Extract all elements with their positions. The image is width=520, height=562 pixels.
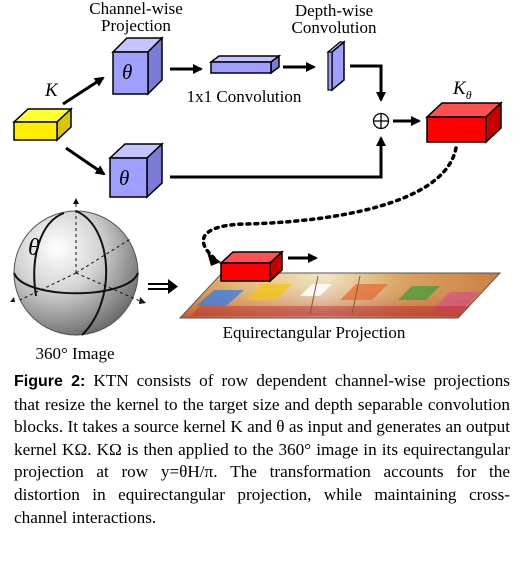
- conv-1x1-block: [208, 54, 282, 75]
- input-kernel-block: [12, 107, 73, 142]
- arrow-k-to-projection-upper: [62, 76, 105, 106]
- dotted-apply-curve: [201, 146, 458, 260]
- depthwise-block: [326, 40, 346, 92]
- label-k-theta-main: K: [453, 78, 466, 99]
- label-depth-wise: Depth-wise: [294, 1, 374, 20]
- figure-graphics: [10, 36, 503, 336]
- label-theta-upper: θ: [122, 60, 133, 84]
- label-projection: Projection: [101, 16, 171, 35]
- caption-text: KTN consists of row dependent channel-wi…: [14, 371, 510, 527]
- label-k-theta-sub: θ: [465, 87, 472, 102]
- label-equirect: Equirectangular Projection: [222, 323, 406, 342]
- dotted-curve-arrowhead: [207, 252, 221, 266]
- equirect-panorama: [178, 272, 502, 319]
- label-theta-lower: θ: [119, 166, 130, 190]
- figure-caption: Figure 2: KTN consists of row dependent …: [14, 370, 510, 529]
- projection-block-upper: [111, 36, 164, 96]
- double-arrow-icon: [148, 279, 178, 294]
- label-k-theta: Kθ: [453, 78, 472, 104]
- arrow-k-to-projection-lower: [65, 146, 106, 176]
- projection-block-lower: [108, 142, 164, 199]
- applied-kernel-block: [219, 250, 284, 283]
- sum-operator-icon: [372, 112, 390, 130]
- label-sphere-theta: θ: [28, 235, 40, 261]
- label-convolution: Convolution: [291, 18, 377, 37]
- caption-label: Figure 2:: [14, 373, 86, 390]
- ktn-figure: Channel-wise Projection Depth-wise Convo…: [10, 0, 503, 363]
- output-kernel-block: [425, 101, 503, 144]
- label-channel-wise: Channel-wise: [89, 0, 183, 18]
- label-k-input: K: [45, 80, 58, 101]
- arrow-lower-to-sum: [170, 136, 386, 179]
- arrow-depthwise-to-sum: [350, 64, 386, 102]
- label-conv-1x1: 1x1 Convolution: [186, 87, 302, 106]
- sphere-360: [10, 198, 146, 336]
- label-360-image: 360° Image: [35, 344, 115, 363]
